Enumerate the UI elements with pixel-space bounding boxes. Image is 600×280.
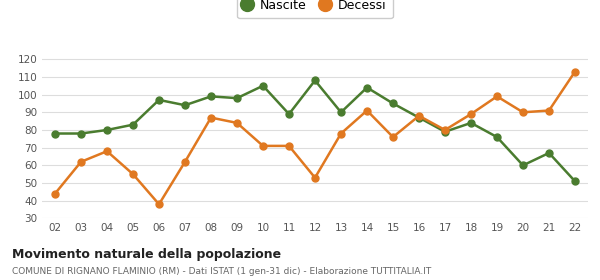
Nascite	[52, 132, 59, 135]
Nascite	[208, 95, 215, 98]
Decessi	[415, 114, 422, 118]
Decessi	[130, 172, 137, 176]
Nascite	[311, 79, 319, 82]
Decessi	[52, 192, 59, 195]
Nascite	[259, 84, 266, 87]
Nascite	[130, 123, 137, 126]
Decessi	[337, 132, 344, 135]
Nascite	[181, 104, 188, 107]
Decessi	[155, 202, 163, 206]
Nascite	[233, 97, 241, 100]
Decessi	[389, 135, 397, 139]
Decessi	[233, 121, 241, 125]
Nascite	[545, 151, 553, 155]
Nascite	[467, 121, 475, 125]
Nascite	[389, 102, 397, 105]
Decessi	[442, 128, 449, 132]
Nascite	[442, 130, 449, 134]
Decessi	[103, 150, 110, 153]
Decessi	[571, 70, 578, 73]
Decessi	[286, 144, 293, 148]
Nascite	[520, 164, 527, 167]
Decessi	[311, 176, 319, 179]
Legend: Nascite, Decessi: Nascite, Decessi	[238, 0, 392, 18]
Nascite	[364, 86, 371, 89]
Decessi	[493, 95, 500, 98]
Decessi	[364, 109, 371, 112]
Nascite	[337, 111, 344, 114]
Nascite	[415, 116, 422, 119]
Decessi	[467, 112, 475, 116]
Line: Nascite: Nascite	[52, 77, 578, 185]
Nascite	[286, 112, 293, 116]
Decessi	[181, 160, 188, 164]
Text: COMUNE DI RIGNANO FLAMINIO (RM) - Dati ISTAT (1 gen-31 dic) - Elaborazione TUTTI: COMUNE DI RIGNANO FLAMINIO (RM) - Dati I…	[12, 267, 431, 276]
Decessi	[77, 160, 85, 164]
Nascite	[493, 135, 500, 139]
Nascite	[103, 128, 110, 132]
Decessi	[208, 116, 215, 119]
Line: Decessi: Decessi	[52, 68, 578, 208]
Nascite	[77, 132, 85, 135]
Decessi	[259, 144, 266, 148]
Nascite	[571, 179, 578, 183]
Decessi	[520, 111, 527, 114]
Decessi	[545, 109, 553, 112]
Text: Movimento naturale della popolazione: Movimento naturale della popolazione	[12, 248, 281, 261]
Nascite	[155, 98, 163, 102]
